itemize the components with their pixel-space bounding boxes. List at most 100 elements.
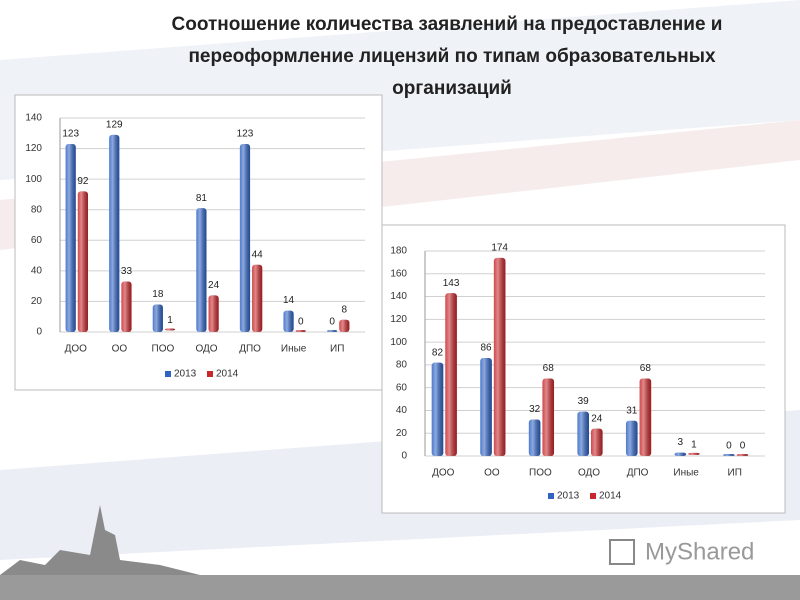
bar-sheen xyxy=(674,452,687,456)
x-tick-label: ДОО xyxy=(65,344,88,355)
bar-sheen xyxy=(688,452,700,455)
x-tick-label: ПОО xyxy=(529,468,552,479)
value-label: 68 xyxy=(640,363,652,374)
bar-sheen xyxy=(431,362,444,456)
value-label: 32 xyxy=(529,404,541,415)
y-tick-label: 120 xyxy=(390,314,407,325)
value-label: 86 xyxy=(480,343,492,354)
y-tick-label: 100 xyxy=(390,337,407,348)
footer-band xyxy=(0,575,800,600)
bar-sheen xyxy=(577,411,589,456)
y-tick-label: 60 xyxy=(31,235,43,246)
value-label: 24 xyxy=(208,280,220,291)
legend-label: 2014 xyxy=(216,369,239,380)
x-tick-label: ОДО xyxy=(578,468,600,479)
value-label: 39 xyxy=(578,396,590,407)
x-tick-label: ОО xyxy=(112,344,128,355)
bar-sheen xyxy=(283,310,294,332)
bar-sheen xyxy=(239,143,251,332)
y-tick-label: 100 xyxy=(25,174,42,185)
bar-sheen xyxy=(480,358,492,456)
bar-sheen xyxy=(152,304,163,332)
value-label: 18 xyxy=(152,289,164,300)
x-tick-label: ДПО xyxy=(627,468,649,479)
legend-swatch xyxy=(165,371,171,377)
value-label: 1 xyxy=(167,315,173,326)
y-tick-label: 120 xyxy=(25,143,42,154)
slide-title: Соотношение количества заявлений на пред… xyxy=(172,14,723,35)
value-label: 44 xyxy=(252,249,264,260)
value-label: 31 xyxy=(626,405,638,416)
bar-sheen xyxy=(591,428,603,456)
watermark: MyShared xyxy=(645,538,754,565)
value-label: 24 xyxy=(591,413,603,424)
bar-sheen xyxy=(164,328,176,331)
y-tick-label: 20 xyxy=(396,428,408,439)
value-label: 0 xyxy=(298,317,304,328)
y-tick-label: 20 xyxy=(31,296,43,307)
value-label: 14 xyxy=(283,295,295,306)
value-label: 123 xyxy=(62,129,79,140)
y-tick-label: 40 xyxy=(31,265,43,276)
x-tick-label: ИП xyxy=(728,468,742,479)
bar-sheen xyxy=(295,330,306,332)
value-label: 92 xyxy=(77,176,89,187)
value-label: 123 xyxy=(237,129,254,140)
bar-sheen xyxy=(493,257,506,456)
legend-swatch xyxy=(548,493,554,499)
y-tick-label: 0 xyxy=(36,327,42,338)
bar-sheen xyxy=(252,264,263,332)
bar-sheen xyxy=(339,319,350,332)
legend-label: 2014 xyxy=(599,491,622,502)
bar-sheen xyxy=(196,208,207,332)
bar-sheen xyxy=(639,378,652,456)
x-tick-label: Иные xyxy=(673,468,699,479)
y-tick-label: 60 xyxy=(396,382,408,393)
value-label: 81 xyxy=(196,193,208,204)
x-tick-label: ДПО xyxy=(239,344,261,355)
slide-title: организаций xyxy=(392,78,512,99)
value-label: 82 xyxy=(432,347,444,358)
legend-swatch xyxy=(590,493,596,499)
y-tick-label: 0 xyxy=(401,451,407,462)
value-label: 33 xyxy=(121,266,133,277)
bar-sheen xyxy=(625,420,638,456)
x-tick-label: ОДО xyxy=(195,344,217,355)
bar-sheen xyxy=(528,419,541,456)
city-silhouette xyxy=(0,505,200,575)
bar-sheen xyxy=(121,281,132,332)
y-tick-label: 40 xyxy=(396,405,408,416)
value-label: 1 xyxy=(691,440,697,451)
value-label: 8 xyxy=(342,304,348,315)
bar-sheen xyxy=(542,378,555,456)
bar-sheen xyxy=(445,293,457,456)
x-tick-label: ПОО xyxy=(152,344,175,355)
x-tick-label: ОО xyxy=(484,468,500,479)
value-label: 3 xyxy=(678,437,684,448)
watermark-icon xyxy=(609,539,635,565)
value-label: 0 xyxy=(740,441,746,452)
x-tick-label: Иные xyxy=(281,344,307,355)
y-tick-label: 80 xyxy=(31,204,43,215)
value-label: 129 xyxy=(106,119,123,130)
y-tick-label: 160 xyxy=(390,268,407,279)
value-label: 0 xyxy=(329,317,335,328)
bar-sheen xyxy=(77,191,88,332)
y-tick-label: 180 xyxy=(390,246,407,257)
bar-sheen xyxy=(736,454,749,456)
x-tick-label: ДОО xyxy=(432,468,455,479)
value-label: 0 xyxy=(726,441,732,452)
bar-sheen xyxy=(327,330,338,332)
y-tick-label: 140 xyxy=(390,291,407,302)
bar-sheen xyxy=(208,295,219,332)
slide-title: переоформление лицензий по типам образов… xyxy=(188,46,716,67)
legend-label: 2013 xyxy=(557,491,580,502)
value-label: 174 xyxy=(491,242,508,253)
value-label: 68 xyxy=(543,363,555,374)
bar-sheen xyxy=(65,143,76,332)
x-tick-label: ИП xyxy=(330,344,344,355)
y-tick-label: 80 xyxy=(396,360,408,371)
legend-swatch xyxy=(207,371,213,377)
